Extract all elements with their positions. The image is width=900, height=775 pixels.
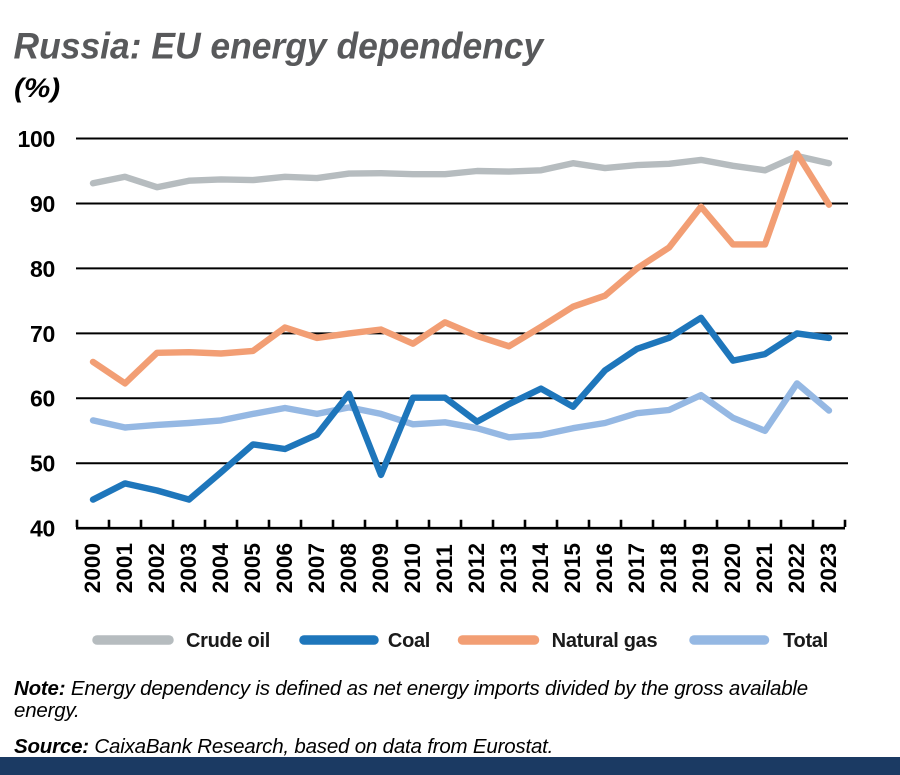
svg-text:Note: Energy dependency is def: Note: Energy dependency is defined as ne… [14,677,808,700]
svg-text:2000: 2000 [80,543,105,593]
svg-text:2012: 2012 [464,543,489,593]
svg-text:Russia: EU energy dependency: Russia: EU energy dependency [14,25,546,67]
svg-text:2021: 2021 [752,543,777,593]
svg-text:Coal: Coal [388,630,430,652]
svg-text:2016: 2016 [592,543,617,593]
svg-text:70: 70 [30,321,55,347]
svg-text:2017: 2017 [624,543,649,593]
svg-text:Total: Total [783,630,828,652]
svg-text:Natural gas: Natural gas [552,630,658,652]
svg-text:2006: 2006 [272,543,297,593]
svg-text:2005: 2005 [240,543,265,593]
svg-text:50: 50 [30,451,55,477]
svg-text:energy.: energy. [14,699,79,722]
svg-text:2014: 2014 [528,542,553,593]
svg-text:Crude oil: Crude oil [186,630,270,652]
svg-text:100: 100 [18,126,55,152]
svg-text:60: 60 [30,386,55,412]
svg-text:2020: 2020 [720,543,745,593]
svg-text:2015: 2015 [560,543,585,593]
svg-text:(%): (%) [14,73,60,103]
svg-text:40: 40 [30,516,55,542]
svg-text:2018: 2018 [656,543,681,593]
svg-text:2001: 2001 [112,543,137,593]
svg-text:2009: 2009 [368,543,393,593]
svg-text:2008: 2008 [336,543,361,593]
svg-text:2007: 2007 [304,543,329,593]
svg-text:2002: 2002 [144,543,169,593]
svg-text:80: 80 [30,256,55,282]
svg-text:2011: 2011 [432,544,457,593]
svg-text:2004: 2004 [208,542,233,593]
svg-text:2010: 2010 [400,543,425,593]
svg-text:2013: 2013 [496,543,521,593]
svg-text:Source: CaixaBank Research, ba: Source: CaixaBank Research, based on dat… [14,735,553,758]
svg-text:2019: 2019 [688,543,713,593]
svg-text:90: 90 [30,191,55,217]
svg-text:2022: 2022 [784,543,809,593]
svg-text:2023: 2023 [816,543,841,593]
svg-text:2003: 2003 [176,543,201,593]
